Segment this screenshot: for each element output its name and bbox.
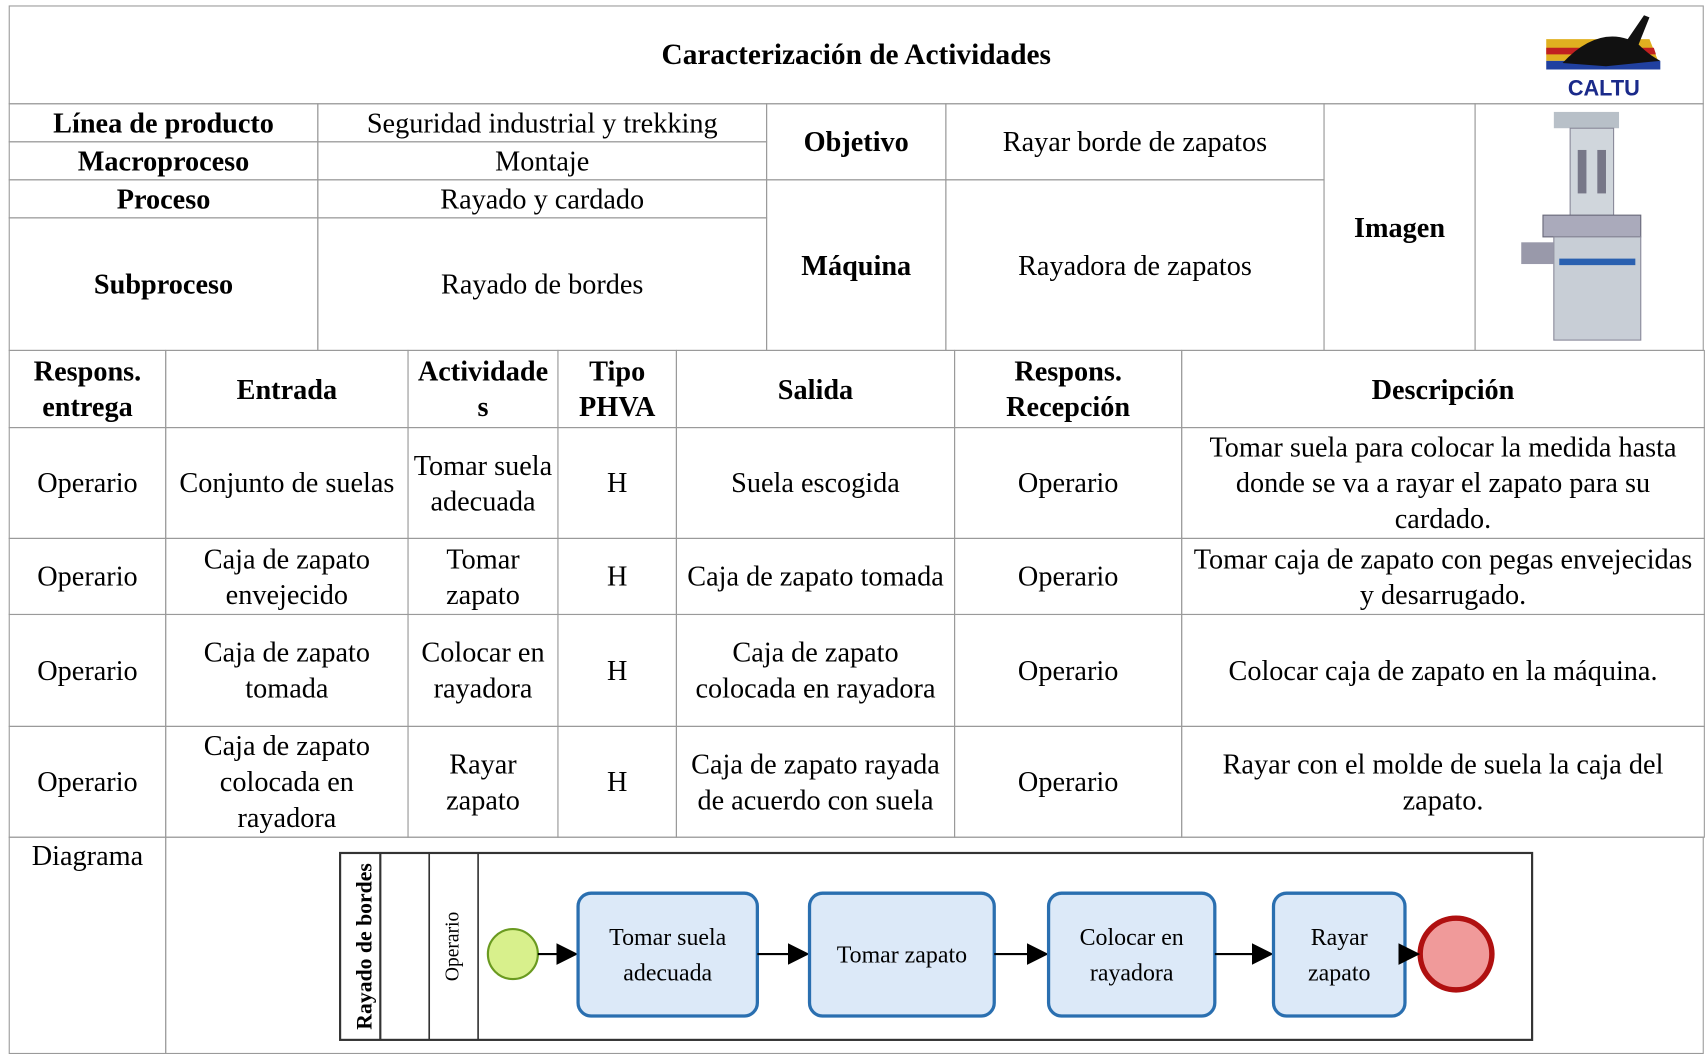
table-cell: Tomar caja de zapato con pegas envejecid… [1181, 537, 1705, 616]
column-header: Descripción [1181, 349, 1705, 429]
table-cell: H [557, 537, 677, 616]
image-cell [1474, 103, 1704, 351]
info-value: Seguridad industrial y trekking [317, 103, 768, 143]
info-label: Macroproceso [8, 141, 319, 181]
info-label: Subproceso [8, 217, 319, 351]
logo: CALTU [1546, 15, 1661, 101]
column-header: Respons. entrega [8, 349, 167, 429]
column-header: Respons. Recepción [954, 349, 1183, 429]
info-label: Imagen [1323, 103, 1476, 351]
table-cell: H [557, 613, 677, 727]
info-value: Rayado y cardado [317, 179, 768, 219]
column-header: Salida [675, 349, 956, 429]
table-cell: Operario [8, 613, 167, 727]
column-header: Tipo PHVA [557, 349, 677, 429]
table-cell: Tomar zapato [407, 537, 559, 616]
table-cell: Operario [8, 427, 167, 539]
table-cell: Tomar suela adecuada [407, 427, 559, 539]
task-label: Tomar suela adecuada [609, 925, 726, 987]
table-cell: Rayar zapato [407, 725, 559, 838]
task [1046, 891, 1217, 1018]
table-cell: Operario [8, 725, 167, 838]
table-cell: Colocar en rayadora [407, 613, 559, 727]
table-cell: Caja de zapato tomada [165, 613, 409, 727]
table-cell: Rayar con el molde de suela la caja del … [1181, 725, 1705, 838]
info-value: Rayadora de zapatos [945, 179, 1325, 351]
lane-label: Operario [443, 911, 464, 981]
column-header: Actividades [407, 349, 559, 429]
table-cell: Caja de zapato tomada [675, 537, 956, 616]
info-label: Objetivo [766, 103, 947, 181]
table-cell: Operario [954, 537, 1183, 616]
table-cell: Operario [954, 725, 1183, 838]
logo-text: CALTU [1568, 76, 1640, 101]
table-cell: Caja de zapato envejecido [165, 537, 409, 616]
table-cell: Caja de zapato rayada de acuerdo con sue… [675, 725, 956, 838]
title: Caracterización de Actividades [661, 38, 1051, 71]
table-cell: H [557, 725, 677, 838]
info-label: Proceso [8, 179, 319, 219]
bpmn-diagram: Rayado de bordes Operario Tomar suela ade… [339, 851, 1534, 1041]
table-cell: Operario [8, 537, 167, 616]
table-cell: Caja de zapato colocada en rayadora [675, 613, 956, 727]
table-cell: Conjunto de suelas [165, 427, 409, 539]
table-cell: H [557, 427, 677, 539]
column-header: Entrada [165, 349, 409, 429]
info-label: Línea de producto [8, 103, 319, 143]
machine-image [1521, 111, 1642, 341]
title-row: Caracterización de Actividades [8, 5, 1704, 105]
table-cell: Caja de zapato colocada en rayadora [165, 725, 409, 838]
diagram-label: Diagrama [8, 836, 167, 1054]
info-value: Rayar borde de zapatos [945, 103, 1325, 181]
pool-label: Rayado de bordes [353, 863, 377, 1030]
info-label: Máquina [766, 179, 947, 351]
task-label: Rayar zapato [1308, 925, 1370, 987]
task-label: Tomar zapato [837, 943, 967, 969]
task [576, 891, 759, 1018]
task-label: Colocar en rayadora [1080, 925, 1184, 987]
info-value: Montaje [317, 141, 768, 181]
task [1271, 891, 1407, 1018]
info-value: Rayado de bordes [317, 217, 768, 351]
table-cell: Tomar suela para colocar la medida hasta… [1181, 427, 1705, 539]
table-cell: Operario [954, 613, 1183, 727]
table-cell: Suela escogida [675, 427, 956, 539]
table-cell: Colocar caja de zapato en la máquina. [1181, 613, 1705, 727]
table-cell: Operario [954, 427, 1183, 539]
